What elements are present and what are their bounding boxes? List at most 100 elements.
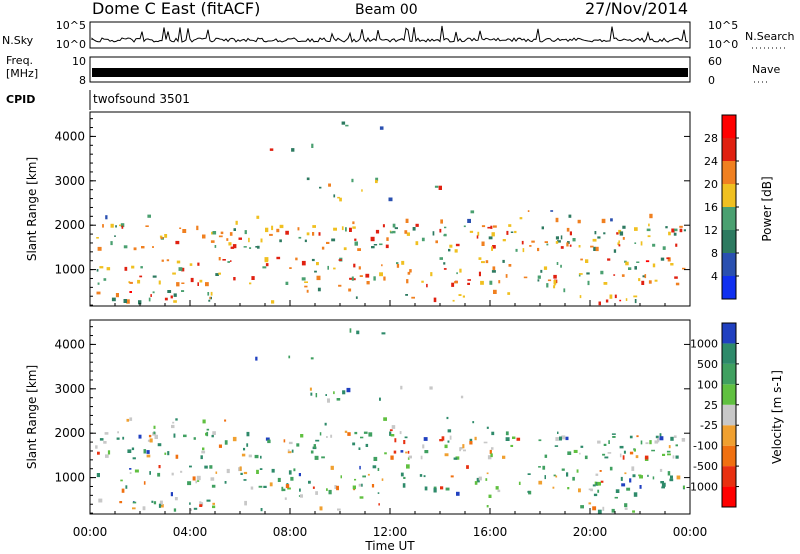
colorbar-tick-label: -500 [693,460,718,473]
heatmap-cell [372,465,377,469]
heatmap-cell [189,465,192,468]
heatmap-cell [487,455,492,460]
heatmap-cell [640,241,643,246]
heatmap-cell [555,236,559,240]
colorbar-segment [722,323,736,344]
time-tick-label: 00:00 [673,525,708,539]
heatmap-cell [300,494,303,498]
heatmap-cell [469,438,473,442]
heatmap-cell [277,477,281,482]
heatmap-cell [182,229,187,233]
heatmap-cell [632,474,636,478]
heatmap-cell [265,437,270,441]
heatmap-cell [180,470,183,473]
colorbar-tick-label: 24 [704,155,718,168]
heatmap-cell [489,280,493,285]
heatmap-cell [151,500,154,503]
heatmap-cell [681,438,686,442]
heatmap-cell [152,246,154,248]
heatmap-cell [467,282,470,285]
heatmap-cell [227,261,230,263]
heatmap-cell [360,436,364,439]
heatmap-cell [158,503,161,508]
heatmap-cell [386,237,389,241]
heatmap-cell [424,450,429,454]
heatmap-cell [403,440,406,445]
heatmap-cell [508,224,512,227]
heatmap-cell [601,218,606,224]
heatmap-cell [319,186,322,189]
heatmap-cell [566,242,569,247]
heatmap-cell [353,278,356,281]
heatmap-cell [441,436,445,441]
heatmap-cell [117,431,119,434]
heatmap-cell [164,452,167,455]
heatmap-cell [324,422,327,426]
noise-left-label: N.Sky [2,34,34,47]
heatmap-cell [642,275,645,278]
heatmap-cell [527,490,530,493]
heatmap-cell [98,498,103,503]
heatmap-cell [312,225,316,228]
heatmap-cell [159,235,163,238]
heatmap-cell [189,502,191,505]
heatmap-cell [670,263,674,266]
heatmap-cell [331,238,336,242]
heatmap-cell [408,455,412,459]
heatmap-cell [683,229,686,232]
heatmap-cell [608,440,610,444]
heatmap-cell [555,437,559,441]
heatmap-cell [610,218,613,222]
heatmap-cell [580,258,583,261]
heatmap-cell [179,227,182,229]
heatmap-cell [349,277,354,280]
heatmap-cell [312,486,315,489]
heatmap-cell [654,279,658,282]
velocity-cbar-label: Velocity [m s-1] [770,370,784,464]
heatmap-cell [115,293,119,298]
heatmap-cell [271,225,274,231]
colorbar-segment [722,384,736,405]
heatmap-cell [449,435,452,440]
heatmap-cell [173,293,177,297]
colorbar-segment [722,363,736,385]
heatmap-cell [205,282,209,287]
heatmap-cell [334,485,337,489]
heatmap-cell [488,494,492,498]
heatmap-cell [553,474,556,477]
heatmap-cell [343,247,347,251]
heatmap-cell [365,443,369,447]
heatmap-cell [491,447,494,450]
heatmap-cell [241,453,246,457]
heatmap-cell [171,424,175,429]
heatmap-cell [670,475,673,479]
heatmap-cell [164,234,168,238]
heatmap-cell [515,248,518,252]
heatmap-cell [204,465,208,469]
heatmap-cell [433,488,437,493]
heatmap-cell [554,445,559,447]
y-tick-label: 4000 [54,337,85,351]
heatmap-cell [675,455,679,459]
colorbar-segment [722,445,736,467]
colorbar-tick-label: 28 [704,132,718,145]
y-tick-label: 3000 [54,382,85,396]
heatmap-cell [107,450,111,455]
heatmap-cell [446,416,449,420]
heatmap-cell [226,238,229,241]
heatmap-cell [110,241,113,246]
heatmap-cell [276,228,280,233]
y-tick-label: 2000 [54,426,85,440]
heatmap-cell [384,452,387,455]
heatmap-cell [256,469,259,474]
heatmap-cell [390,455,394,460]
heatmap-cell [521,240,524,245]
heatmap-cell [200,455,203,460]
heatmap-cell [619,453,622,458]
heatmap-cell [421,237,425,242]
heatmap-cell [424,486,428,491]
heatmap-cell [354,478,357,481]
heatmap-cell [443,262,446,265]
heatmap-cell [254,454,259,459]
colorbar-tick-label: 12 [704,224,718,237]
